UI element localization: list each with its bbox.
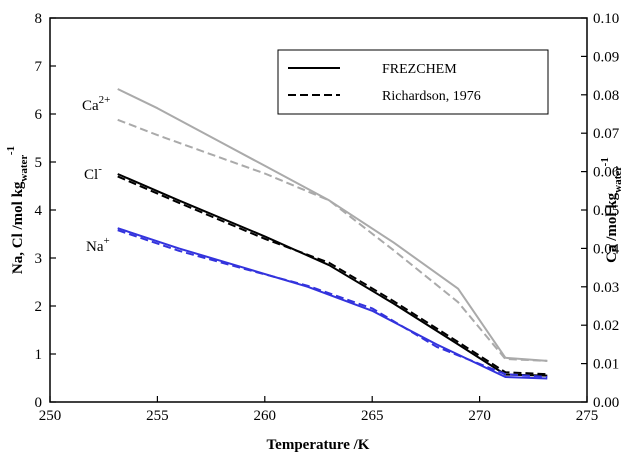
- y-left-tick-label: 2: [35, 299, 43, 315]
- y-axis-right-title-sup: -1: [599, 157, 611, 166]
- series-line-na-dashed: [117, 229, 548, 378]
- x-tick-label: 260: [254, 408, 277, 424]
- y-axis-left-title-base: Na, Cl /mol kg: [10, 181, 26, 274]
- legend-label-richardson: Richardson, 1976: [382, 89, 481, 104]
- y-left-tick-label: 0: [35, 395, 43, 411]
- series-line-na-solid: [117, 227, 548, 380]
- series-line-ca-solid: [117, 88, 548, 362]
- y-left-tick-label: 3: [35, 251, 43, 267]
- y-axis-right-title-sub: water: [612, 166, 624, 193]
- x-tick-label: 275: [576, 408, 599, 424]
- series-layer: [117, 88, 548, 380]
- legend: FREZCHEM Richardson, 1976: [277, 49, 549, 115]
- y-right-tick-label: 0.07: [593, 126, 620, 142]
- y-axis-left-title: Na, Cl /mol kgwater-1: [5, 146, 30, 274]
- legend-box: [277, 49, 549, 115]
- x-tick-label: 250: [39, 408, 62, 424]
- annotation-ca-sup: 2+: [99, 94, 111, 106]
- y-axis-left-title-sub: water: [18, 155, 30, 182]
- annotation-na-sup: +: [104, 235, 110, 247]
- x-tick-label: 270: [468, 408, 491, 424]
- y-right-tick-label: 0.06: [593, 165, 620, 181]
- series-line-ca-dashed: [117, 118, 548, 362]
- y-right-tick-label: 0.05: [593, 203, 619, 219]
- y-left-tick-label: 4: [35, 203, 43, 219]
- y-axis-right-title: Ca /mol kgwater-1: [599, 157, 624, 263]
- legend-label-frezchem: FREZCHEM: [382, 62, 457, 77]
- y-axis-right-title-base: Ca /mol kg: [604, 192, 620, 263]
- y-right-tick-label: 0.02: [593, 318, 619, 334]
- annotation-cl-sup: -: [98, 163, 102, 175]
- x-axis-title: Temperature /K: [267, 437, 370, 453]
- y-right-tick-label: 0.00: [593, 395, 619, 411]
- y-left-tick-label: 8: [35, 11, 43, 27]
- series-line-cl-dashed: [117, 175, 548, 376]
- y-left-tick-label: 5: [35, 155, 43, 171]
- annotation-ca-base: Ca: [82, 98, 99, 114]
- x-tick-label: 265: [361, 408, 384, 424]
- y-left-tick-label: 1: [35, 347, 43, 363]
- y-right-tick-label: 0.04: [593, 241, 620, 257]
- annotation-na-base: Na: [86, 239, 104, 255]
- y-left-tick-label: 7: [35, 59, 43, 75]
- annotation-na: Na+: [86, 235, 110, 255]
- y-axis-left-title-sup: -1: [5, 146, 17, 155]
- series-line-cl-solid: [117, 173, 548, 377]
- y-left-tick-label: 6: [35, 107, 43, 123]
- ticks-layer: 250 255 260 265 270 275 0 1 2 3 4 5 6 7 8 0.00 0.01 0.02 0…: [35, 11, 620, 424]
- annotation-ca: Ca2+: [82, 94, 110, 114]
- x-tick-label: 255: [146, 408, 169, 424]
- y-right-tick-label: 0.03: [593, 280, 619, 296]
- y-right-tick-label: 0.01: [593, 357, 619, 373]
- y-right-tick-label: 0.08: [593, 88, 619, 104]
- y-right-tick-label: 0.09: [593, 49, 619, 65]
- annotation-cl: Cl-: [84, 163, 102, 183]
- annotation-cl-base: Cl: [84, 167, 98, 183]
- y-right-tick-label: 0.10: [593, 11, 619, 27]
